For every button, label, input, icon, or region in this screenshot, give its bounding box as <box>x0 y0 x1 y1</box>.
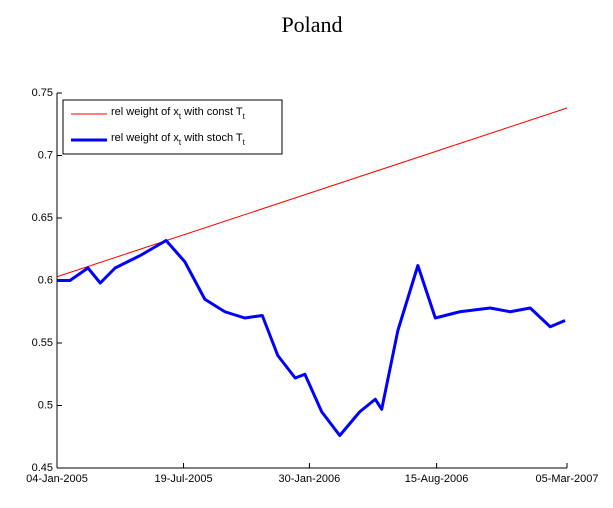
data-line <box>56 107 568 278</box>
y-tick-label: 0.55 <box>32 337 53 349</box>
y-tick-label: 0.75 <box>32 87 53 99</box>
x-tick-label: 05-Mar-2007 <box>536 473 599 485</box>
legend-label: rel weight of xt with stoch Tt <box>111 132 246 147</box>
data-line <box>57 239 566 437</box>
y-tick-label: 0.65 <box>32 212 53 224</box>
y-tick-label: 0.5 <box>38 399 53 411</box>
x-tick-label: 30-Jan-2006 <box>279 473 341 485</box>
chart-title: Poland <box>281 12 342 37</box>
x-tick-label: 04-Jan-2005 <box>26 473 88 485</box>
legend-label: rel weight of xt with const Tt <box>111 106 246 121</box>
y-tick-label: 0.7 <box>38 149 53 161</box>
legend: rel weight of xt with const Tt rel weight… <box>62 99 283 155</box>
legend-box <box>62 99 283 155</box>
x-tick-label: 19-Jul-2005 <box>154 473 212 485</box>
y-tick-label: 0.45 <box>32 462 53 474</box>
y-tick-label: 0.6 <box>38 274 53 286</box>
x-tick-label: 15-Aug-2006 <box>405 473 469 485</box>
